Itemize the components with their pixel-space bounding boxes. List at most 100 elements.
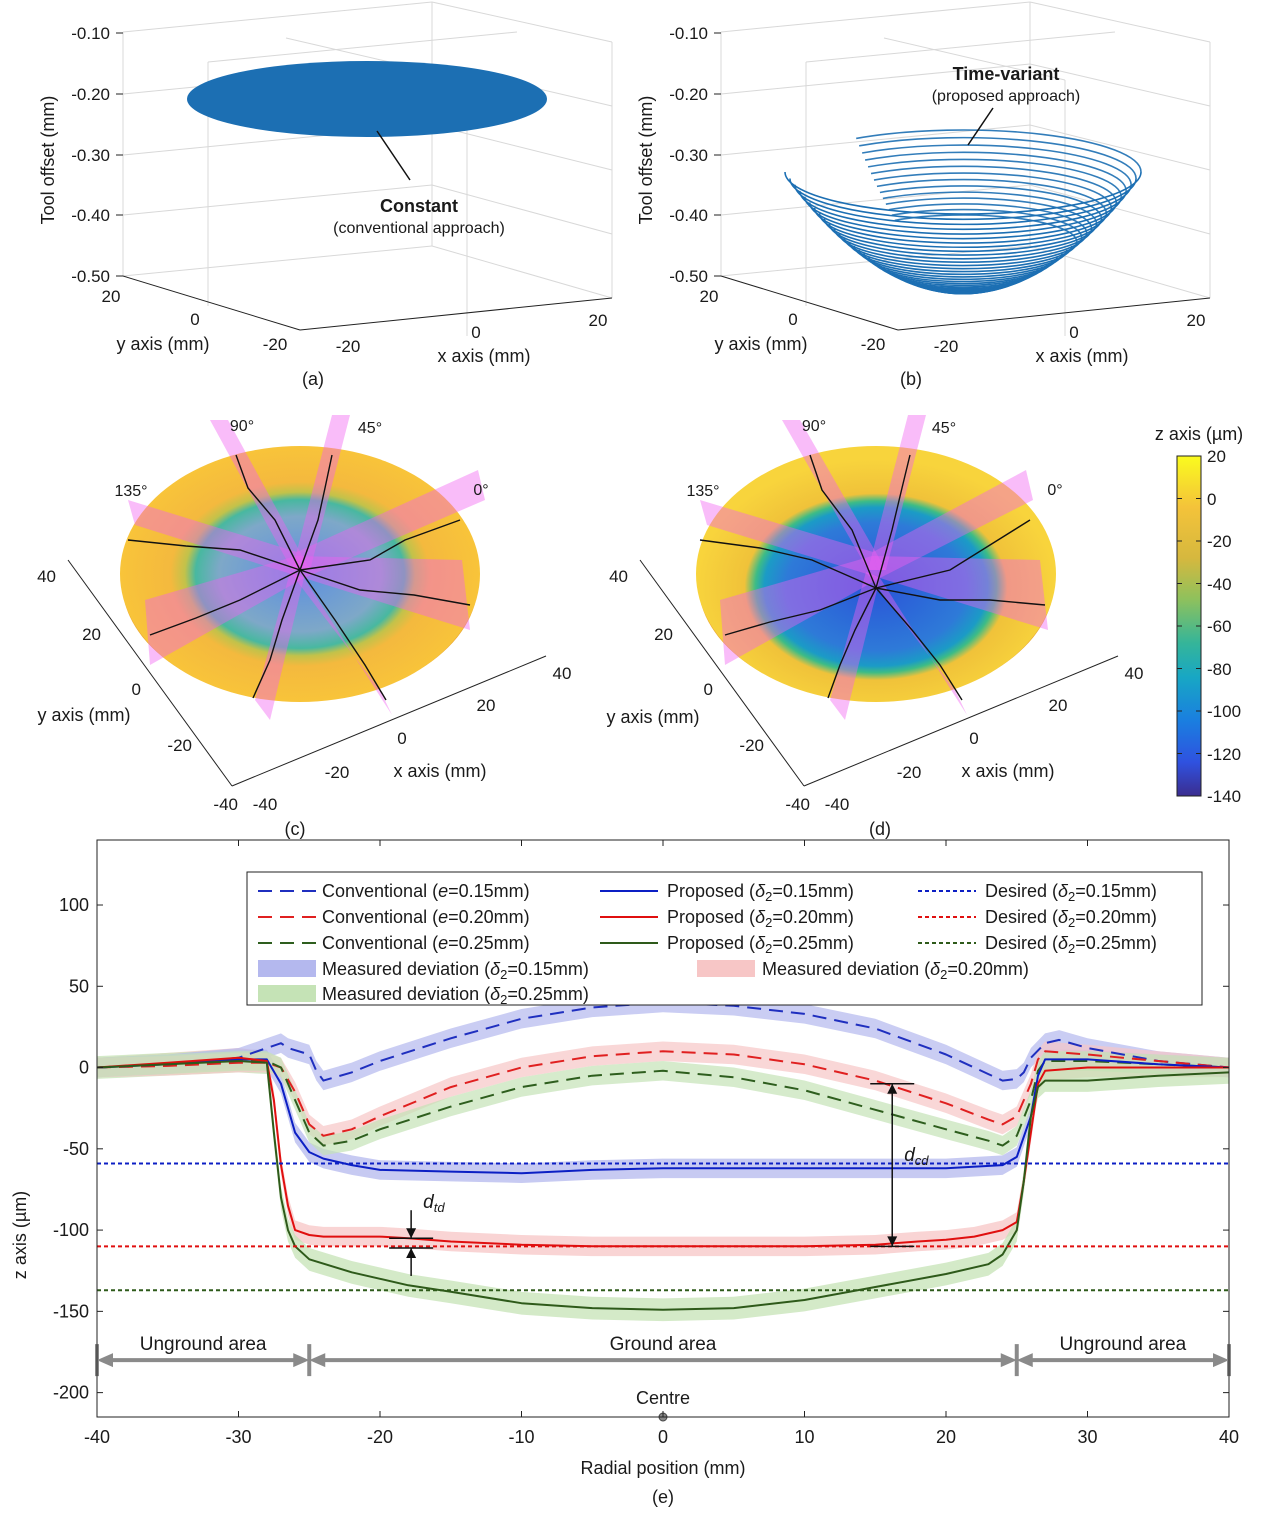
x-tick-label: -10 — [508, 1427, 534, 1447]
legend-part: 2 — [1068, 941, 1075, 956]
tool-path-contour — [867, 158, 1123, 197]
legend-desired-020: Desired (δ2=0.20mm) — [985, 907, 1157, 930]
legend-part: Proposed ( — [667, 933, 755, 953]
y-tick: 0 — [190, 310, 199, 329]
z-tick: -0.40 — [71, 206, 110, 225]
z-tick: -0.10 — [71, 24, 110, 43]
series-p15 — [96, 1058, 1230, 1175]
tool-path-contour — [885, 197, 1093, 229]
measured-surface-proposed — [696, 446, 1056, 702]
series-c25 — [96, 1060, 1230, 1147]
colorbar-title: z axis (µm) — [1155, 424, 1243, 444]
tool-path-contour — [879, 185, 1103, 219]
tool-path-contour — [848, 241, 1078, 270]
y-tick: 40 — [609, 567, 628, 586]
x-axis-label: x axis (mm) — [1036, 346, 1129, 366]
angle-label-0: 0° — [1047, 482, 1062, 499]
region-label: Unground area — [1059, 1334, 1186, 1355]
x-axis-label: Radial position (mm) — [580, 1458, 745, 1478]
x-tick-label: 40 — [1219, 1427, 1239, 1447]
legend-desired-025: Desired (δ2=0.25mm) — [985, 933, 1157, 956]
legend-part: 2 — [1068, 915, 1075, 930]
tool-path-contour — [803, 196, 1123, 235]
y-tick: 0 — [704, 680, 713, 699]
y-axis-label: z axis (µm) — [10, 1191, 30, 1279]
legend-proposed-015: Proposed (δ2=0.15mm) — [667, 881, 854, 904]
legend-part: Measured deviation ( — [762, 959, 930, 979]
panel-label: (a) — [302, 369, 324, 389]
legend-part: δ — [1058, 933, 1069, 953]
tool-path-contour — [799, 190, 1127, 231]
y-axis-label: y axis (mm) — [607, 707, 700, 727]
legend-part: δ — [755, 881, 766, 901]
region-arrowhead — [293, 1353, 310, 1368]
annotation-title: Time-variant — [953, 64, 1060, 84]
x-tick: 40 — [553, 664, 572, 683]
legend-part: Conventional ( — [322, 933, 438, 953]
colorbar: z axis (µm) 20 0 -20 -40 -60 -80 -100 -1… — [1155, 424, 1243, 806]
panel-label: (e) — [652, 1487, 674, 1507]
legend-proposed-025: Proposed (δ2=0.25mm) — [667, 933, 854, 956]
legend-part: e — [438, 907, 448, 927]
legend-part: δ — [930, 959, 941, 979]
legend-part: Measured deviation ( — [322, 959, 490, 979]
tool-path-contour — [789, 178, 1137, 221]
y-axis-label: y axis (mm) — [715, 334, 808, 354]
x-tick-label: 0 — [658, 1427, 668, 1447]
z-axis-label: Tool offset (mm) — [38, 96, 58, 225]
legend-part: Desired ( — [985, 933, 1058, 953]
colorbar-tick: -100 — [1207, 702, 1241, 721]
dtd-arrowhead — [406, 1228, 417, 1239]
y-tick-label: -200 — [53, 1383, 89, 1403]
legend-part: =0.15mm) — [1075, 881, 1157, 901]
x-tick: -20 — [897, 763, 922, 782]
legend-part: 2 — [1068, 889, 1075, 904]
tool-path-contour — [888, 203, 1088, 234]
legend-part: =0.15mm) — [772, 881, 854, 901]
legend-swatch — [697, 960, 755, 977]
dcd-arrowhead — [887, 1236, 898, 1247]
x-tick-label: 30 — [1077, 1427, 1097, 1447]
y-tick: 20 — [700, 287, 719, 306]
region-label: Unground area — [140, 1334, 267, 1355]
x-tick: 0 — [969, 729, 978, 748]
legend-part: δ — [1058, 881, 1069, 901]
legend-part: Measured deviation ( — [322, 984, 490, 1004]
x-tick: 20 — [589, 311, 608, 330]
tool-path-contour — [838, 233, 1088, 263]
y-tick: -20 — [861, 335, 886, 354]
legend-part: =0.25mm) — [1075, 933, 1157, 953]
y-axis-label: y axis (mm) — [38, 705, 131, 725]
tool-path-contour — [818, 213, 1108, 249]
z-tick: -0.40 — [669, 206, 708, 225]
z-tick: -0.20 — [71, 85, 110, 104]
legend-part: =0.25mm) — [772, 933, 854, 953]
measured-deviation-band — [97, 1049, 1229, 1322]
constant-offset-surface — [187, 61, 547, 137]
legend-part: δ — [755, 933, 766, 953]
angle-label-0: 0° — [473, 482, 488, 499]
annotation-subtitle: (proposed approach) — [932, 88, 1081, 105]
y-tick: -20 — [739, 736, 764, 755]
y-tick-label: -100 — [53, 1220, 89, 1240]
x-tick: 0 — [397, 729, 406, 748]
y-tick: 20 — [82, 625, 101, 644]
tool-path-contour — [894, 214, 1078, 242]
legend-swatch — [258, 960, 316, 977]
legend-part: =0.20mm) — [1075, 907, 1157, 927]
y-tick: -40 — [785, 795, 810, 814]
legend-part: Desired ( — [985, 881, 1058, 901]
legend-part: Proposed ( — [667, 907, 755, 927]
annotation-subtitle: (conventional approach) — [333, 220, 505, 237]
legend-proposed-020: Proposed (δ2=0.20mm) — [667, 907, 854, 930]
legend-part: δ — [755, 907, 766, 927]
time-variant-offset-surface — [784, 129, 1142, 295]
panel-a: -0.10 -0.20 -0.30 -0.40 -0.50 Tool offse… — [38, 1, 613, 389]
colorbar-tick: -80 — [1207, 660, 1232, 679]
y-tick-label: -150 — [53, 1301, 89, 1321]
z-tick: -0.50 — [71, 267, 110, 286]
tool-path-contour — [956, 289, 970, 293]
colorbar-tick: 20 — [1207, 447, 1226, 466]
centre-label: Centre — [636, 1388, 690, 1408]
annotation-title: Constant — [380, 196, 458, 216]
